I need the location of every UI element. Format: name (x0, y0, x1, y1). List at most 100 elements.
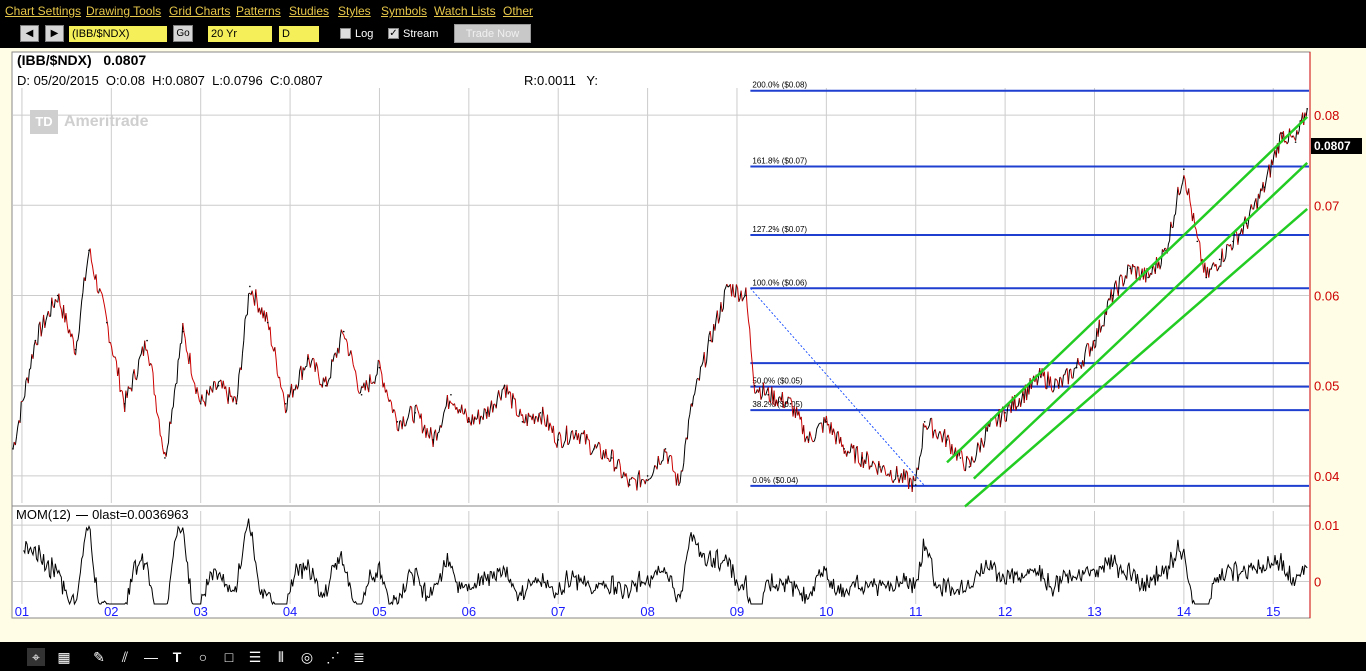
trade-now-button[interactable]: Trade Now (454, 24, 531, 43)
price-point (754, 384, 756, 387)
frequency-select[interactable]: D (278, 25, 320, 43)
price-point (450, 393, 452, 396)
x-tick-label: 04 (283, 604, 297, 619)
menu-grid-charts[interactable]: Grid Charts (169, 4, 231, 18)
x-tick-label: 01 (15, 604, 29, 619)
price-point (468, 421, 470, 423)
price-point (1004, 411, 1006, 414)
price-point (182, 330, 184, 333)
price-point (825, 421, 828, 423)
price-point (266, 321, 269, 324)
menu-drawing-tools[interactable]: Drawing Tools (86, 4, 162, 18)
price-point (709, 339, 711, 342)
price-point (691, 402, 694, 405)
back-button[interactable]: ◀ (20, 25, 39, 42)
go-button[interactable]: Go (173, 25, 193, 42)
x-tick-label: 13 (1087, 604, 1101, 619)
menu-studies[interactable]: Studies (289, 4, 330, 18)
price-point (1057, 384, 1060, 387)
ellipse-icon[interactable]: ○ (198, 649, 208, 665)
menu-patterns[interactable]: Patterns (236, 4, 281, 18)
td-logo-text: Ameritrade (64, 113, 149, 130)
pencil-icon[interactable]: ✎ (93, 649, 105, 665)
price-point (1040, 375, 1042, 378)
price-point (628, 484, 631, 486)
x-tick-label: 08 (640, 604, 654, 619)
price-point (396, 421, 399, 423)
gann-icon[interactable]: ≣ (353, 649, 365, 665)
fib-level-label: 161.8% ($0.07) (752, 156, 807, 165)
table-icon[interactable]: ▦ (57, 649, 71, 665)
parallel-lines-icon[interactable]: ⫽ (121, 649, 129, 665)
fib-level-label: 0.0% ($0.04) (752, 476, 798, 485)
x-tick-label: 10 (819, 604, 833, 619)
period-select[interactable]: 20 Yr (207, 25, 273, 43)
fib-level-label: 100.0% ($0.06) (752, 278, 807, 287)
mom-label: MOM(12) (16, 507, 71, 522)
text-tool-icon[interactable]: T (172, 649, 182, 665)
price-point (378, 366, 381, 369)
price-point (593, 448, 595, 450)
price-point (678, 484, 680, 486)
fan-lines-icon[interactable]: ⋰ (326, 649, 340, 665)
stream-checkbox[interactable]: ✓ (388, 28, 399, 39)
price-point (789, 402, 792, 405)
price-point (611, 457, 613, 459)
price-point (1205, 276, 1208, 279)
price-point (914, 484, 917, 486)
price-chart[interactable]: 0.0% ($0.04)38.2% ($0.05)50.0% ($0.05)10… (0, 48, 1366, 642)
price-point (1093, 339, 1096, 342)
price-point (164, 457, 166, 459)
price-point (1111, 294, 1114, 297)
price-point (959, 457, 962, 459)
range-readout: R:0.0011 Y: (524, 73, 598, 88)
fibonacci-icon[interactable]: ☰ (248, 649, 262, 665)
price-point (1129, 267, 1132, 270)
rectangle-icon[interactable]: □ (224, 649, 234, 665)
menu-watch-lists[interactable]: Watch Lists (434, 4, 496, 18)
horizontal-line-icon[interactable]: — (144, 649, 158, 665)
td-ameritrade-logo: TD Ameritrade (30, 110, 148, 134)
price-point (646, 475, 649, 477)
price-point (1075, 366, 1078, 369)
price-point (249, 285, 251, 288)
menu-other[interactable]: Other (503, 4, 534, 18)
symbol-input[interactable]: (IBB/$NDX) (68, 25, 168, 43)
mom-last-value: 0last=0.0036963 (92, 507, 189, 522)
price-point (56, 294, 59, 297)
price-series-down (13, 112, 1307, 492)
menu-symbols[interactable]: Symbols (381, 4, 428, 18)
fib-time-icon[interactable]: ⦀ (277, 649, 285, 665)
log-checkbox[interactable] (340, 28, 351, 39)
y-tick-label: 0.06 (1314, 289, 1339, 304)
spiral-icon[interactable]: ◎ (300, 649, 314, 665)
log-label: Log (355, 28, 374, 40)
price-point (307, 357, 309, 360)
price-point (503, 384, 506, 387)
price-point (946, 439, 948, 441)
menu-styles[interactable]: Styles (338, 4, 371, 18)
crosshair-icon[interactable]: ⌖ (27, 648, 45, 666)
x-tick-label: 12 (998, 604, 1012, 619)
price-point (745, 294, 747, 297)
fib-level-label: 50.0% ($0.05) (752, 377, 803, 386)
ohlc-readout: D: 05/20/2015 O:0.08 H:0.0807 L:0.0796 C… (17, 73, 323, 88)
price-point (146, 339, 148, 342)
price-point (325, 384, 327, 387)
price-point (986, 430, 989, 432)
td-logo-mark: TD (30, 110, 58, 134)
trend-channel-line (946, 115, 1309, 464)
menu-chart-settings[interactable]: Chart Settings (5, 4, 82, 18)
trend-channel-line (972, 161, 1309, 480)
y-tick-label: 0.05 (1314, 379, 1339, 394)
mom-y-tick-label: 0.01 (1314, 518, 1339, 533)
price-point (923, 421, 926, 423)
price-point (342, 330, 345, 333)
forward-button[interactable]: ▶ (45, 25, 64, 42)
last-price-badge: 0.0807 (1311, 138, 1362, 154)
price-point (1263, 186, 1266, 189)
x-tick-label: 11 (909, 604, 923, 619)
y-tick-label: 0.04 (1314, 469, 1339, 484)
price-point (88, 249, 90, 252)
price-point (432, 439, 434, 441)
